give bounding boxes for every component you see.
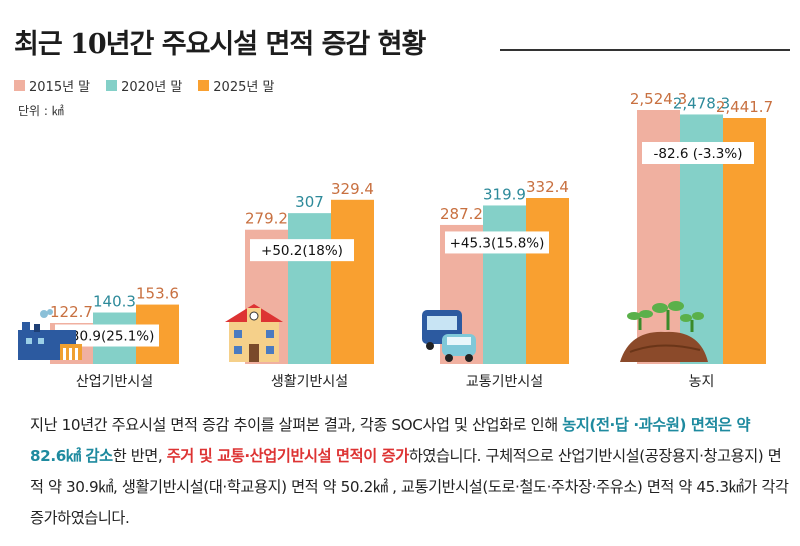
change-callout-box — [642, 142, 754, 164]
change-callout-text: +30.9(25.1%) — [60, 329, 155, 345]
bar-value-label: 307 — [295, 193, 324, 211]
bar-value-label: 279.2 — [245, 210, 288, 228]
sprout-icon — [620, 301, 708, 362]
legend-label-2025: 2025년 말 — [213, 80, 275, 95]
unit-label: 단위 : ㎢ — [18, 104, 64, 118]
chart-title: 최근 10년간 주요시설 면적 증감 현황 — [14, 29, 426, 60]
bar-value-label: 2,441.7 — [716, 98, 773, 116]
legend-swatch-2020 — [106, 80, 118, 91]
bar-value-label: 122.7 — [50, 303, 93, 321]
summary-highlight-increase: 주거 및 교통·산업기반시설 면적이 증가 — [166, 447, 409, 465]
title-rule — [500, 49, 790, 51]
legend-swatch-2015 — [14, 80, 25, 91]
bar-1-1 — [288, 213, 331, 364]
school-icon — [225, 304, 283, 362]
bar-value-label: 329.4 — [331, 180, 374, 198]
summary-paragraph: 지난 10년간 주요시설 면적 증감 추이를 살펴본 결과, 각종 SOC사업 … — [30, 410, 790, 534]
summary-text-1: 지난 10년간 주요시설 면적 증감 추이를 살펴본 결과, 각종 SOC사업 … — [30, 416, 563, 434]
bus-car-icon — [422, 310, 476, 362]
legend-item-2025: 2025년 말 — [198, 76, 274, 95]
factory-icon — [18, 309, 82, 360]
bar-1-2 — [331, 199, 374, 364]
summary-highlight-farmland: 농지(전·답 ·과수원) 면적은 약 82.6㎢ 감소 — [30, 416, 751, 465]
bar-value-label: 140.3 — [93, 293, 136, 311]
change-callout-text: +50.2(18%) — [261, 243, 343, 259]
legend: 2015년 말 2020년 말 2025년 말 — [14, 76, 274, 95]
change-callout-box — [250, 239, 354, 262]
bar-2-2 — [526, 198, 569, 364]
bar-value-label: 332.4 — [526, 178, 569, 196]
legend-label-2020: 2020년 말 — [121, 80, 183, 95]
category-label: 생활기반시설 — [271, 374, 348, 390]
change-callout-box — [445, 231, 549, 254]
bar-value-label: 319.9 — [483, 185, 526, 203]
bar-value-label: 287.2 — [440, 205, 483, 223]
legend-label-2015: 2015년 말 — [29, 80, 91, 95]
category-label: 농지 — [689, 374, 715, 390]
bar-value-label: 2,524.3 — [630, 90, 687, 108]
bar-value-label: 153.6 — [136, 285, 179, 303]
change-callout-text: -82.6 (-3.3%) — [654, 146, 743, 162]
legend-item-2015: 2015년 말 — [14, 76, 90, 95]
change-callout-box — [55, 324, 159, 347]
legend-item-2020: 2020년 말 — [106, 76, 182, 95]
bar-value-label: 2,478.3 — [673, 94, 730, 112]
bar-2-1 — [483, 205, 526, 364]
change-callout-text: +45.3(15.8%) — [450, 235, 545, 251]
summary-text-2: 한 반면, — [112, 447, 167, 465]
legend-swatch-2025 — [198, 80, 210, 91]
summary-text-3: 하였습니다. 구체적으로 산업기반시설(공장용지·창고용지) 면적 약 30.9… — [30, 447, 789, 527]
category-label: 교통기반시설 — [466, 374, 543, 390]
category-label: 산업기반시설 — [76, 374, 153, 390]
